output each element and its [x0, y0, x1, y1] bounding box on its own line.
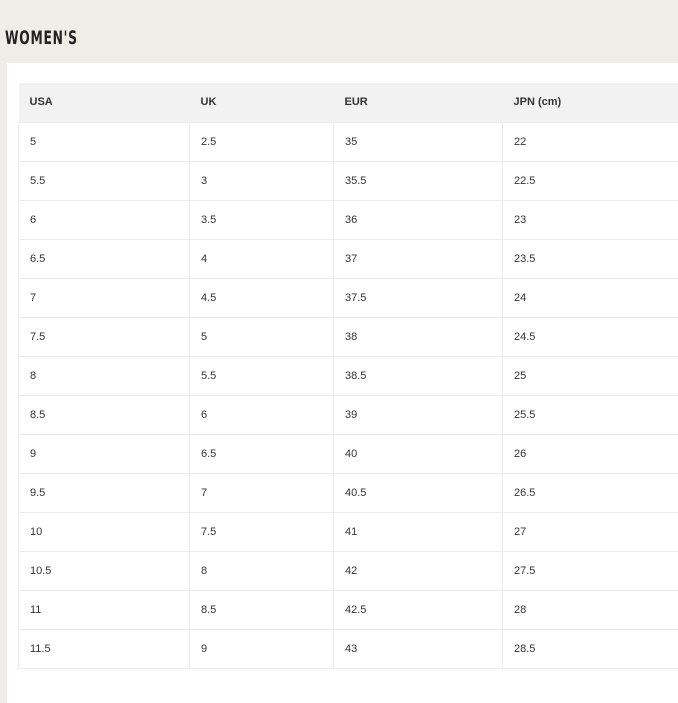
- cell-eur: 36: [334, 200, 503, 239]
- cell-jpn: 23: [503, 200, 678, 239]
- cell-usa: 10.5: [19, 551, 190, 590]
- cell-jpn: 23.5: [503, 239, 678, 278]
- cell-uk: 9: [190, 629, 334, 668]
- cell-uk: 5.5: [190, 356, 334, 395]
- cell-eur: 37: [334, 239, 503, 278]
- cell-jpn: 22: [503, 122, 678, 161]
- cell-uk: 4: [190, 239, 334, 278]
- cell-jpn: 22.5: [503, 161, 678, 200]
- cell-uk: 7: [190, 473, 334, 512]
- cell-uk: 6.5: [190, 434, 334, 473]
- cell-jpn: 24.5: [503, 317, 678, 356]
- cell-uk: 8.5: [190, 590, 334, 629]
- cell-usa: 8.5: [19, 395, 190, 434]
- cell-eur: 43: [334, 629, 503, 668]
- cell-eur: 40.5: [334, 473, 503, 512]
- cell-jpn: 27.5: [503, 551, 678, 590]
- cell-eur: 39: [334, 395, 503, 434]
- cell-jpn: 25.5: [503, 395, 678, 434]
- cell-eur: 41: [334, 512, 503, 551]
- cell-usa: 11: [19, 590, 190, 629]
- cell-usa: 10: [19, 512, 190, 551]
- cell-usa: 9: [19, 434, 190, 473]
- cell-uk: 2.5: [190, 122, 334, 161]
- cell-uk: 8: [190, 551, 334, 590]
- cell-usa: 5.5: [19, 161, 190, 200]
- cell-usa: 8: [19, 356, 190, 395]
- cell-uk: 6: [190, 395, 334, 434]
- cell-jpn: 27: [503, 512, 678, 551]
- cell-usa: 6: [19, 200, 190, 239]
- cell-jpn: 24: [503, 278, 678, 317]
- cell-eur: 38: [334, 317, 503, 356]
- cell-uk: 5: [190, 317, 334, 356]
- cell-eur: 42.5: [334, 590, 503, 629]
- header-uk: UK: [190, 83, 334, 122]
- table-header-row: USA UK EUR JPN (cm): [19, 83, 678, 122]
- header-eur: EUR: [334, 83, 503, 122]
- cell-usa: 7: [19, 278, 190, 317]
- cell-usa: 9.5: [19, 473, 190, 512]
- cell-usa: 6.5: [19, 239, 190, 278]
- header-jpn: JPN (cm): [503, 83, 678, 122]
- cell-usa: 11.5: [19, 629, 190, 668]
- cell-uk: 3: [190, 161, 334, 200]
- cell-usa: 5: [19, 122, 190, 161]
- cell-eur: 42: [334, 551, 503, 590]
- cell-jpn: 26: [503, 434, 678, 473]
- cell-uk: 3.5: [190, 200, 334, 239]
- section-title: WOMEN'S: [5, 27, 78, 49]
- cell-jpn: 26.5: [503, 473, 678, 512]
- cell-eur: 35.5: [334, 161, 503, 200]
- cell-jpn: 25: [503, 356, 678, 395]
- cell-usa: 7.5: [19, 317, 190, 356]
- cell-eur: 37.5: [334, 278, 503, 317]
- cell-uk: 7.5: [190, 512, 334, 551]
- cell-jpn: 28.5: [503, 629, 678, 668]
- header-usa: USA: [19, 83, 190, 122]
- cell-eur: 35: [334, 122, 503, 161]
- cell-uk: 4.5: [190, 278, 334, 317]
- cell-eur: 38.5: [334, 356, 503, 395]
- cell-eur: 40: [334, 434, 503, 473]
- cell-jpn: 28: [503, 590, 678, 629]
